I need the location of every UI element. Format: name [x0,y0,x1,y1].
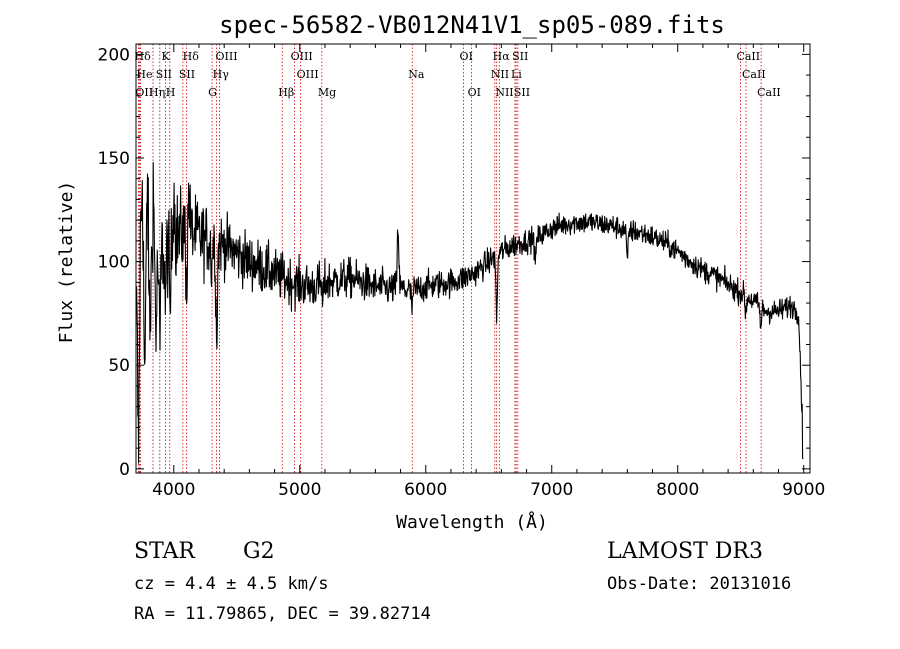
line-label-12: OIII [291,50,313,63]
line-label-9: OIII [216,50,238,63]
line-label-7: Hδ [183,50,200,63]
class-label: STAR [134,539,195,564]
line-label-11: G [208,86,217,99]
line-label-17: OI [460,50,473,63]
line-label-13: OIII [297,68,319,81]
coordinates: RA = 11.79865, DEC = 39.82714 [134,604,431,624]
line-label-8: SII [179,68,195,81]
line-label-5: Hη [149,86,165,99]
line-label-1: He [136,68,152,81]
line-label-27: CaII [757,86,781,99]
x-axis: 4000 5000 6000 7000 8000 9000 [152,44,825,500]
line-label-26: CaII [742,68,766,81]
x-tick-label-1: 5000 [278,480,321,500]
line-label-25: CaII [736,50,760,63]
line-label-0: Hδ [135,50,152,63]
subclass-label: G2 [243,539,275,564]
line-label-15: Mg [318,86,336,99]
y-tick-label-4: 200 [98,45,130,65]
x-tick-label-0: 4000 [152,480,195,500]
line-label-10: Hγ [213,68,230,81]
redshift-cz: cz = 4.4 ± 4.5 km/s [134,574,329,594]
line-label-23: NII [495,86,513,99]
y-axis-label: Flux (relative) [56,181,77,344]
line-label-6: H [166,86,176,99]
spectrum-line [136,161,804,464]
chart-title: spec-56582-VB012N41V1_sp05-089.fits [219,11,725,39]
y-axis: 0 50 100 150 200 [98,45,810,480]
y-tick-label-2: 100 [98,253,130,273]
y-tick-label-1: 50 [108,356,130,376]
line-label-19: Hα [493,50,511,63]
line-label-3: K [161,50,170,63]
x-tick-label-3: 7000 [530,480,573,500]
observation-date: Obs-Date: 20131016 [607,574,792,594]
line-label-18: OI [468,86,481,99]
line-label-24: SII [514,86,530,99]
x-tick-label-2: 6000 [404,480,447,500]
line-label-16: Na [408,68,425,81]
y-tick-label-0: 0 [119,460,130,480]
line-label-20: SII [512,50,528,63]
line-label-21: NII [491,68,509,81]
line-label-22: Li [511,68,522,81]
x-axis-label: Wavelength (Å) [396,511,548,533]
y-tick-label-3: 150 [98,149,130,169]
x-tick-label-5: 9000 [782,480,825,500]
survey-label: LAMOST DR3 [607,539,763,564]
plot-frame [135,43,811,474]
line-label-4: SII [156,68,172,81]
line-label-14: Hβ [278,86,294,99]
x-tick-label-4: 8000 [656,480,699,500]
